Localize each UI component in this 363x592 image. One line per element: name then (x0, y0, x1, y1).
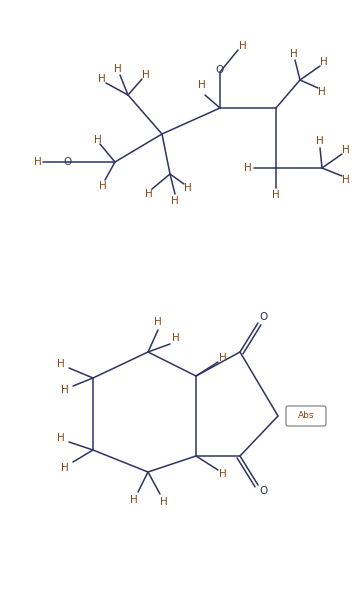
Text: Abs: Abs (298, 411, 314, 420)
Text: H: H (184, 183, 192, 193)
Text: H: H (99, 181, 107, 191)
Text: H: H (342, 175, 350, 185)
Text: O: O (216, 65, 224, 75)
Text: H: H (94, 135, 102, 145)
Text: H: H (244, 163, 252, 173)
Text: H: H (318, 87, 326, 97)
Text: H: H (57, 359, 65, 369)
Text: H: H (114, 64, 122, 74)
Text: H: H (171, 196, 179, 206)
Text: H: H (198, 80, 206, 90)
Text: H: H (342, 145, 350, 155)
Text: H: H (145, 189, 153, 199)
Text: O: O (259, 486, 267, 496)
Text: H: H (98, 74, 106, 84)
Text: H: H (154, 317, 162, 327)
Text: H: H (272, 190, 280, 200)
Text: H: H (61, 385, 69, 395)
Text: O: O (64, 157, 72, 167)
Text: H: H (160, 497, 168, 507)
Text: H: H (290, 49, 298, 59)
FancyBboxPatch shape (286, 406, 326, 426)
Text: H: H (61, 463, 69, 473)
Text: H: H (130, 495, 138, 505)
Text: H: H (172, 333, 180, 343)
Text: H: H (239, 41, 247, 51)
Text: H: H (219, 469, 227, 479)
Text: H: H (34, 157, 42, 167)
Text: O: O (259, 312, 267, 322)
Text: H: H (316, 136, 324, 146)
Text: H: H (219, 353, 227, 363)
Text: H: H (320, 57, 328, 67)
Text: H: H (57, 433, 65, 443)
Text: H: H (142, 70, 150, 80)
